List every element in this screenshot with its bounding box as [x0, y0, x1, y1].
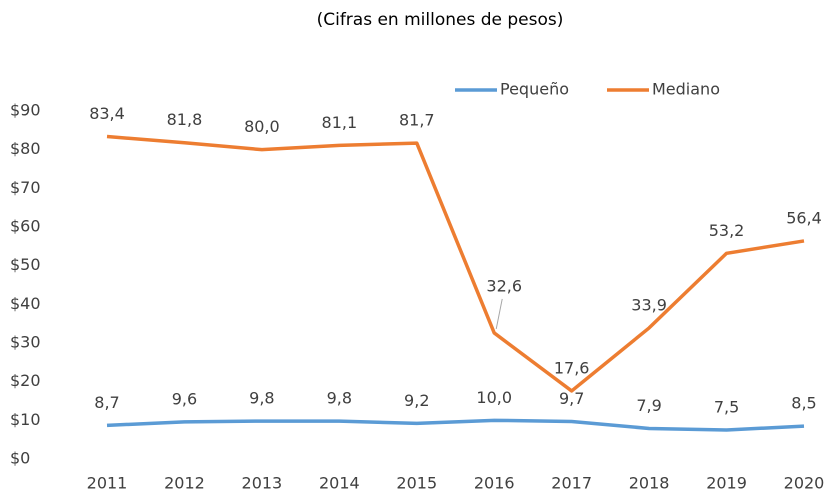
- data-label: 83,4: [89, 104, 125, 123]
- data-label: 9,8: [327, 389, 352, 408]
- x-tick-label: 2019: [706, 474, 747, 493]
- data-label: 17,6: [554, 358, 590, 377]
- series-line: [106, 418, 805, 432]
- data-label: 10,0: [476, 388, 512, 407]
- data-label: 81,7: [399, 111, 435, 130]
- legend-label: Pequeño: [500, 80, 569, 99]
- y-tick-label: $10: [10, 410, 41, 429]
- y-tick-label: $80: [10, 139, 41, 158]
- data-label: 9,6: [172, 389, 197, 408]
- data-label: 9,8: [249, 389, 274, 408]
- data-label: 56,4: [786, 208, 822, 227]
- y-tick-label: $60: [10, 217, 41, 236]
- data-label: 53,2: [709, 221, 745, 240]
- x-tick-label: 2011: [87, 474, 128, 493]
- x-tick-label: 2015: [396, 474, 437, 493]
- y-tick-label: $30: [10, 333, 41, 352]
- data-label: 81,8: [167, 110, 203, 129]
- x-tick-label: 2012: [164, 474, 205, 493]
- data-label: 7,5: [714, 398, 739, 417]
- data-label: 81,1: [322, 113, 358, 132]
- legend-label: Mediano: [652, 80, 720, 99]
- data-label: 8,5: [791, 394, 816, 413]
- leader-line: [495, 298, 503, 330]
- y-tick-label: $0: [10, 449, 30, 468]
- y-tick-label: $90: [10, 101, 41, 120]
- x-tick-label: 2014: [319, 474, 360, 493]
- x-tick-label: 2017: [551, 474, 592, 493]
- y-tick-label: $70: [10, 178, 41, 197]
- x-tick-label: 2016: [474, 474, 515, 493]
- data-label: 32,6: [486, 276, 522, 295]
- y-tick-label: $20: [10, 371, 41, 390]
- y-tick-label: $40: [10, 294, 41, 313]
- x-tick-label: 2018: [629, 474, 670, 493]
- data-label: 8,7: [94, 393, 119, 412]
- data-label: 33,9: [631, 295, 667, 314]
- chart-title: (Cifras en millones de pesos): [317, 10, 564, 30]
- x-tick-label: 2013: [242, 474, 283, 493]
- series-line: [106, 134, 805, 393]
- data-label: 80,0: [244, 117, 280, 136]
- data-label: 9,7: [559, 389, 584, 408]
- data-label: 9,2: [404, 391, 429, 410]
- y-tick-label: $50: [10, 255, 41, 274]
- data-label: 7,9: [636, 396, 661, 415]
- x-tick-label: 2020: [784, 474, 825, 493]
